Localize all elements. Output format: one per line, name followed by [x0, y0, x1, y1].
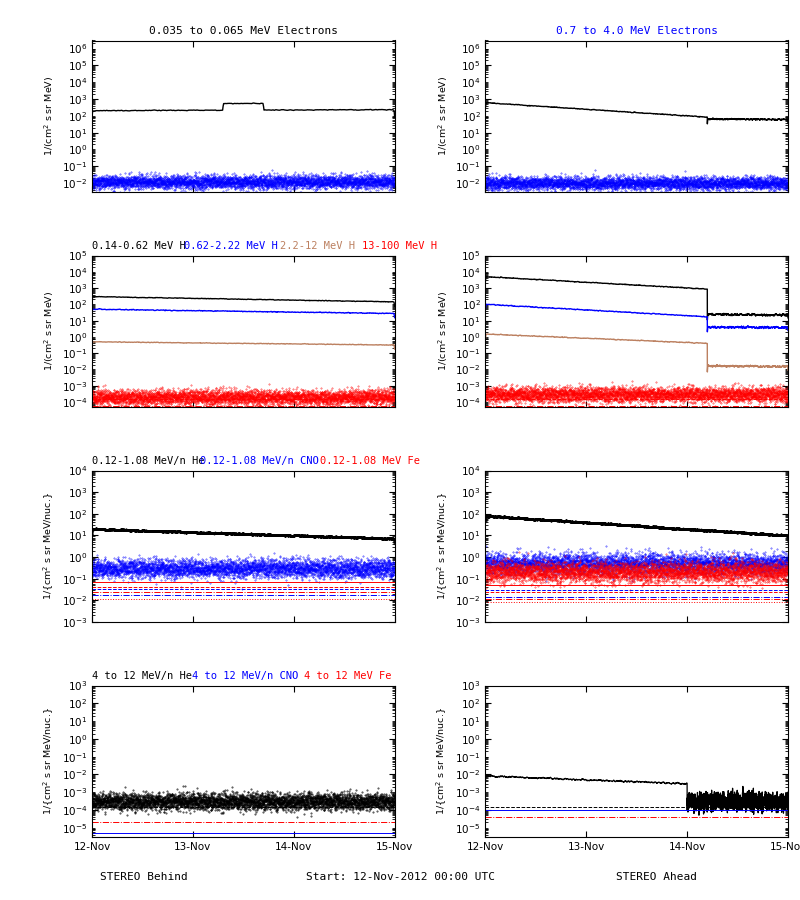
Text: 2.2-12 MeV H: 2.2-12 MeV H — [280, 241, 355, 251]
Y-axis label: 1/{cm$^2$ s sr MeV/nuc.}: 1/{cm$^2$ s sr MeV/nuc.} — [42, 707, 56, 815]
Text: 0.035 to 0.065 MeV Electrons: 0.035 to 0.065 MeV Electrons — [149, 26, 338, 36]
Text: 4 to 12 MeV/n He: 4 to 12 MeV/n He — [92, 671, 192, 681]
Text: 13-100 MeV H: 13-100 MeV H — [362, 241, 438, 251]
Y-axis label: 1/{cm$^2$ s sr MeV/nuc.}: 1/{cm$^2$ s sr MeV/nuc.} — [435, 707, 450, 815]
Text: Start: 12-Nov-2012 00:00 UTC: Start: 12-Nov-2012 00:00 UTC — [306, 872, 494, 882]
Y-axis label: 1/(cm$^2$ s sr MeV): 1/(cm$^2$ s sr MeV) — [436, 291, 450, 372]
Text: 4 to 12 MeV Fe: 4 to 12 MeV Fe — [304, 671, 391, 681]
Text: 0.14-0.62 MeV H: 0.14-0.62 MeV H — [92, 241, 186, 251]
Text: 0.12-1.08 MeV/n He: 0.12-1.08 MeV/n He — [92, 456, 205, 466]
Text: STEREO Behind: STEREO Behind — [100, 872, 188, 882]
Text: 0.7 to 4.0 MeV Electrons: 0.7 to 4.0 MeV Electrons — [556, 26, 718, 36]
Text: 0.12-1.08 MeV/n CNO: 0.12-1.08 MeV/n CNO — [200, 456, 318, 466]
Text: 4 to 12 MeV/n CNO: 4 to 12 MeV/n CNO — [192, 671, 298, 681]
Y-axis label: 1/{cm$^2$ s sr MeV/nuc.}: 1/{cm$^2$ s sr MeV/nuc.} — [435, 492, 450, 600]
Text: STEREO Ahead: STEREO Ahead — [615, 872, 697, 882]
Y-axis label: 1/(cm$^2$ s sr MeV): 1/(cm$^2$ s sr MeV) — [436, 76, 450, 157]
Text: 0.62-2.22 MeV H: 0.62-2.22 MeV H — [184, 241, 278, 251]
Y-axis label: 1/{cm$^2$ s sr MeV/nuc.}: 1/{cm$^2$ s sr MeV/nuc.} — [42, 492, 56, 600]
Y-axis label: 1/(cm$^2$ s sr MeV): 1/(cm$^2$ s sr MeV) — [42, 291, 56, 372]
Text: 0.12-1.08 MeV Fe: 0.12-1.08 MeV Fe — [320, 456, 420, 466]
Y-axis label: 1/(cm$^2$ s sr MeV): 1/(cm$^2$ s sr MeV) — [42, 76, 56, 157]
